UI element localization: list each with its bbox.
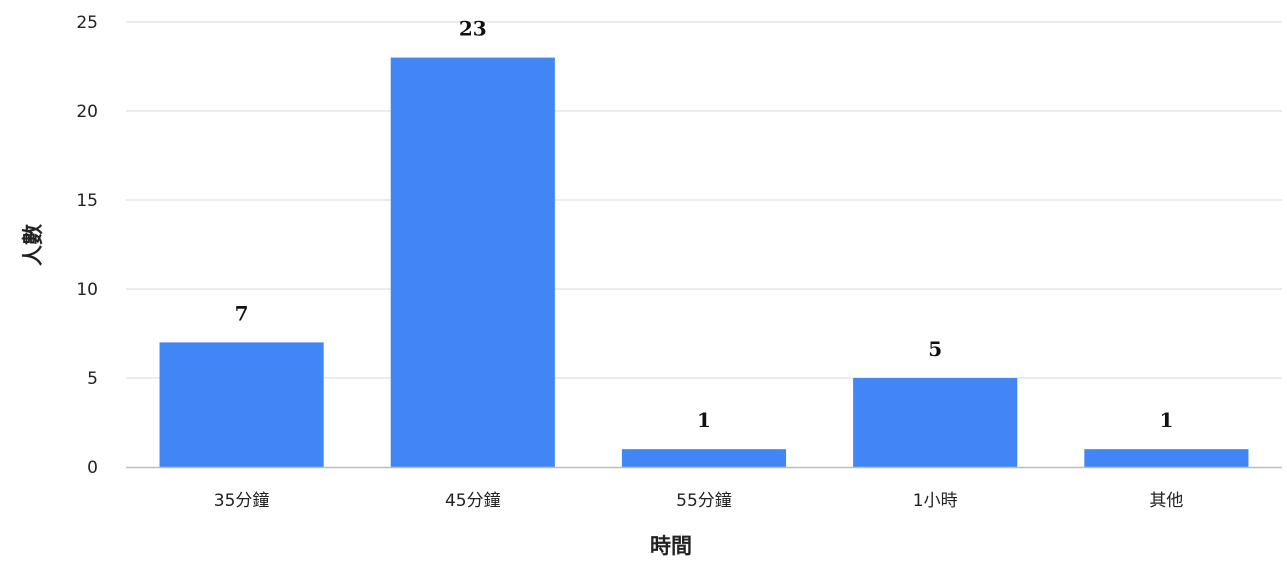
x-axis-ticks: 35分鐘 45分鐘 55分鐘 1小時 其他 — [214, 491, 1184, 511]
bar-value-label: 7 — [235, 301, 249, 325]
bar-value-label: 1 — [1159, 408, 1173, 432]
x-tick-label: 55分鐘 — [676, 491, 732, 511]
x-tick-label: 其他 — [1149, 491, 1183, 511]
y-tick-label: 10 — [76, 280, 98, 300]
bar — [390, 57, 555, 467]
y-tick-label: 20 — [76, 102, 98, 122]
y-tick-label: 15 — [76, 191, 98, 211]
y-tick-label: 5 — [87, 369, 98, 389]
y-tick-label: 25 — [76, 13, 98, 33]
bar-value-label: 5 — [928, 337, 942, 361]
bar — [1084, 449, 1249, 467]
x-tick-label: 1小時 — [913, 491, 958, 511]
x-tick-label: 45分鐘 — [445, 491, 501, 511]
x-axis-title: 時間 — [650, 534, 692, 558]
bar — [853, 378, 1018, 467]
y-axis-title: 人數 — [21, 224, 45, 266]
data-labels: 7 23 1 5 1 — [235, 17, 1174, 433]
bar-value-label: 23 — [459, 17, 487, 41]
bars — [159, 57, 1249, 467]
x-tick-label: 35分鐘 — [214, 491, 270, 511]
y-axis-ticks: 0 5 10 15 20 25 — [76, 13, 98, 478]
bar — [159, 342, 324, 467]
bar-value-label: 1 — [697, 408, 711, 432]
y-tick-label: 0 — [87, 458, 98, 478]
bar — [621, 449, 787, 467]
gridlines — [126, 21, 1282, 379]
